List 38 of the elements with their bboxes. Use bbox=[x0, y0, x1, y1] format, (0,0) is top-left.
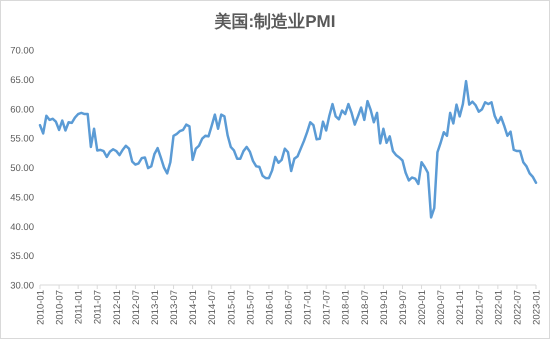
x-tick-label: 2011-07 bbox=[92, 290, 104, 324]
x-tick-label: 2019-07 bbox=[398, 290, 409, 325]
y-tick-label: 55.00 bbox=[10, 134, 34, 145]
x-tick-label: 2023-01 bbox=[532, 290, 542, 325]
x-tick-label: 2018-07 bbox=[360, 290, 371, 325]
x-tick-label: 2010-07 bbox=[54, 290, 66, 325]
x-tick-label: 2014-01 bbox=[188, 290, 200, 325]
x-tick-label: 2018-01 bbox=[340, 290, 352, 325]
x-tick-label: 2016-07 bbox=[284, 290, 294, 325]
y-tick-label: 70.00 bbox=[10, 46, 34, 56]
x-tick-label: 2016-01 bbox=[264, 290, 276, 325]
y-tick-label: 45.00 bbox=[10, 192, 34, 204]
x-tick-label: 2015-07 bbox=[245, 290, 256, 325]
x-tick-label: 2015-01 bbox=[226, 290, 238, 325]
x-tick-label: 2012-07 bbox=[130, 290, 142, 325]
x-tick-label: 2022-01 bbox=[493, 290, 504, 325]
x-tick-label: 2014-07 bbox=[207, 290, 218, 325]
chart-title: 美国:制造业PMI bbox=[214, 12, 336, 31]
x-tick-label: 2013-07 bbox=[169, 290, 180, 325]
y-tick-label: 40.00 bbox=[10, 222, 34, 233]
x-tick-label: 2020-07 bbox=[436, 290, 448, 325]
y-tick-label: 30.00 bbox=[10, 280, 34, 292]
x-tick-label: 2021-01 bbox=[455, 290, 466, 325]
x-tick-label: 2019-01 bbox=[378, 290, 390, 325]
y-tick-label: 65.00 bbox=[10, 74, 34, 86]
x-tick-label: 2020-01 bbox=[417, 290, 428, 325]
x-tick-label: 2011-01 bbox=[74, 290, 85, 324]
x-tick-label: 2012-01 bbox=[112, 290, 123, 325]
y-tick-label: 35.00 bbox=[10, 251, 34, 262]
x-tick-label: 2010-01 bbox=[36, 290, 46, 325]
x-tick-label: 2021-07 bbox=[474, 290, 486, 325]
x-tick-label: 2022-07 bbox=[512, 290, 524, 325]
x-tick-label: 2013-01 bbox=[150, 290, 161, 325]
x-tick-label: 2017-07 bbox=[322, 290, 333, 325]
y-tick-label: 50.00 bbox=[10, 163, 34, 174]
line-series bbox=[38, 80, 538, 219]
x-tick-label: 2017-01 bbox=[302, 290, 314, 325]
y-tick-label: 60.00 bbox=[10, 104, 34, 116]
